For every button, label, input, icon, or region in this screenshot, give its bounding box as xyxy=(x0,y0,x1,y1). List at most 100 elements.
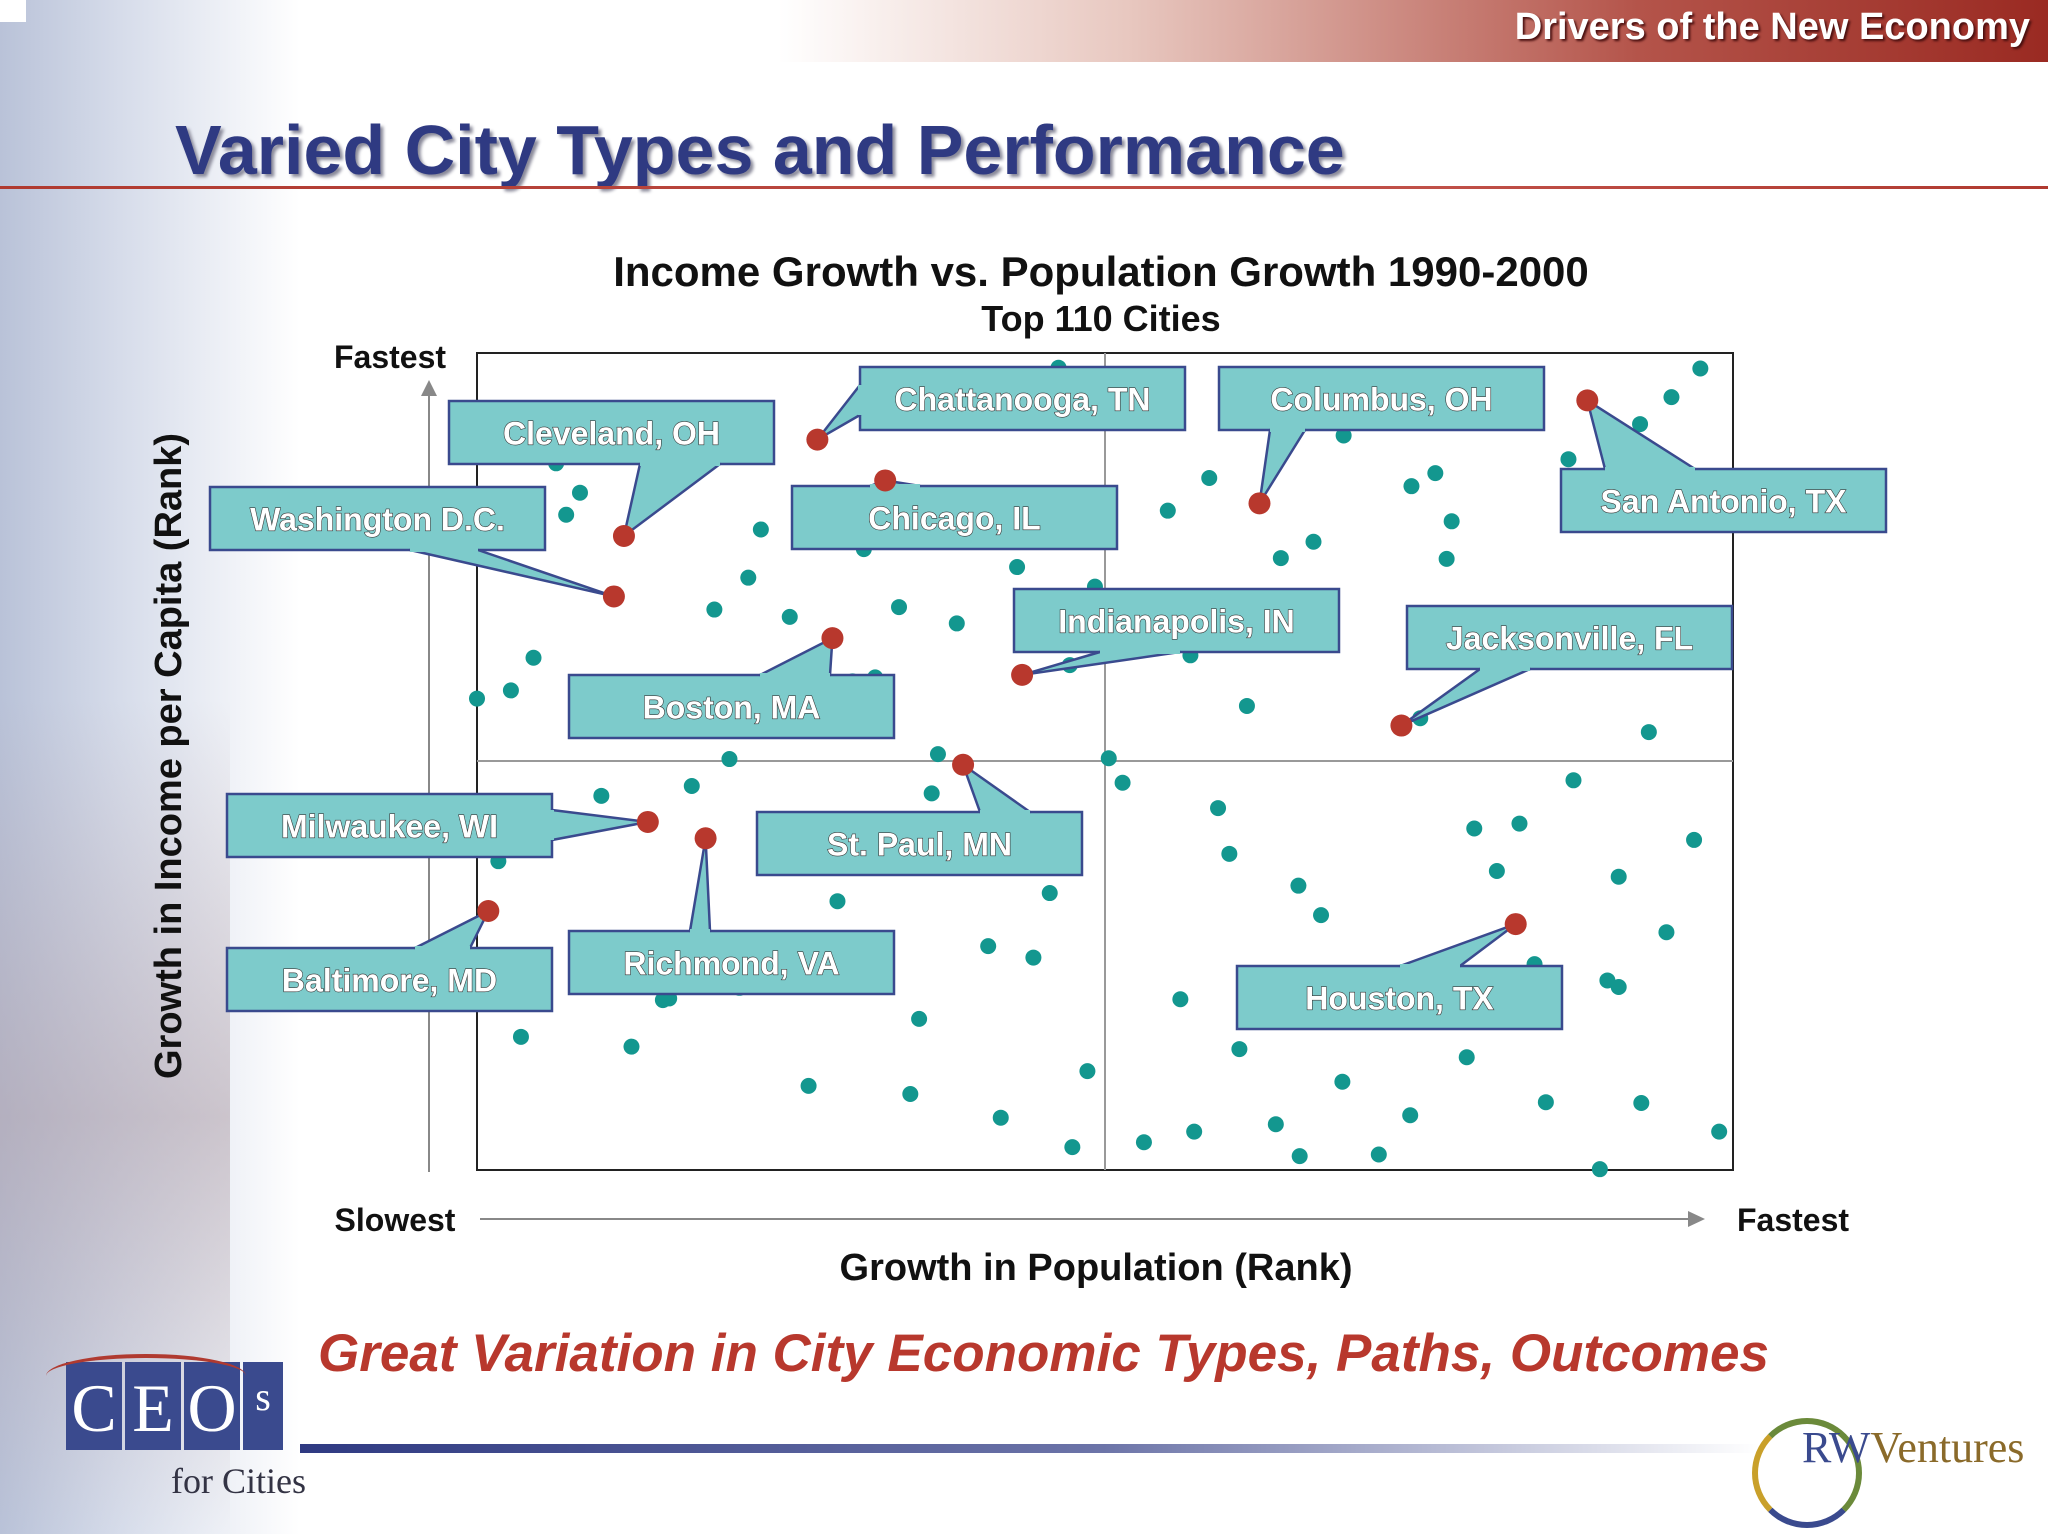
header-title: Drivers of the New Economy xyxy=(1514,6,2030,48)
city-point xyxy=(1201,470,1218,487)
city-point xyxy=(502,682,519,699)
city-point xyxy=(469,690,485,707)
city-callout: Boston, MA xyxy=(567,636,896,740)
city-callout: Chicago, IL xyxy=(790,479,1119,551)
city-point xyxy=(740,569,757,586)
city-point xyxy=(1079,1063,1096,1080)
y-axis-arrowhead xyxy=(421,380,437,396)
city-point xyxy=(1041,885,1058,902)
city-point xyxy=(911,1010,928,1027)
city-point xyxy=(512,1028,529,1045)
x-axis-title: Growth in Population (Rank) xyxy=(840,1247,1353,1289)
highlighted-city-point xyxy=(636,810,659,833)
x-axis-low-label: Slowest xyxy=(335,1202,456,1238)
city-point xyxy=(1272,550,1289,567)
city-point xyxy=(1064,1139,1081,1156)
city-point xyxy=(1114,774,1131,791)
city-point xyxy=(1335,427,1352,444)
city-point xyxy=(1025,949,1042,966)
x-axis-high-label: Fastest xyxy=(1737,1202,1849,1238)
callout-box xyxy=(567,929,896,996)
city-point xyxy=(1009,559,1026,576)
city-point xyxy=(1221,845,1238,862)
callout-label: Chattanooga, TN xyxy=(895,382,1151,418)
logo-wordmark: RWVentures xyxy=(1802,1422,2024,1473)
callout-label: Baltimore, MD xyxy=(282,963,497,999)
city-point xyxy=(1692,360,1709,377)
city-point xyxy=(1458,1049,1475,1066)
logo-suffix: Ventures xyxy=(1870,1423,2025,1472)
highlighted-city-point xyxy=(821,627,844,650)
highlighted-city-point xyxy=(1390,714,1413,737)
city-point xyxy=(1560,451,1577,468)
city-point xyxy=(1565,772,1582,789)
city-point xyxy=(706,601,723,618)
city-point xyxy=(1686,831,1703,848)
footer-bar xyxy=(300,1444,1760,1453)
callout-label: St. Paul, MN xyxy=(827,827,1012,863)
city-point xyxy=(980,938,997,955)
city-point xyxy=(1159,502,1176,519)
logo-arc xyxy=(46,1354,246,1398)
header-band: Drivers of the New Economy xyxy=(0,0,2048,62)
y-axis-high-label: Fastest xyxy=(334,339,446,375)
callout-label: Milwaukee, WI xyxy=(281,809,498,845)
highlighted-city-point xyxy=(612,525,635,548)
highlighted-city-point xyxy=(952,753,975,776)
city-point xyxy=(1238,697,1255,714)
highlighted-city-point xyxy=(1504,913,1527,936)
highlighted-points xyxy=(477,389,1599,936)
city-callout: St. Paul, MN xyxy=(755,763,1084,877)
callout-label: Jacksonville, FL xyxy=(1446,621,1693,657)
city-callout: Columbus, OH xyxy=(1217,365,1546,505)
city-point xyxy=(1488,862,1505,879)
city-point xyxy=(1305,533,1322,550)
city-point xyxy=(1610,978,1627,995)
highlighted-city-point xyxy=(1576,389,1599,412)
highlighted-city-point xyxy=(1011,663,1034,686)
callout-box xyxy=(1012,587,1341,654)
city-point xyxy=(1290,877,1307,894)
callout-box xyxy=(225,792,554,859)
city-point xyxy=(571,484,588,501)
city-point xyxy=(1100,750,1117,767)
city-point xyxy=(1640,724,1657,741)
city-point xyxy=(1334,1073,1351,1090)
city-point xyxy=(1658,924,1675,941)
highlighted-city-point xyxy=(874,469,897,492)
city-callout: San Antonio, TX xyxy=(1559,399,1888,534)
city-point xyxy=(721,751,738,768)
city-point xyxy=(1466,820,1483,837)
city-point xyxy=(1172,991,1189,1008)
callout-box xyxy=(208,485,547,552)
slide-title: Varied City Types and Performance xyxy=(175,111,1345,189)
city-callouts: Washington D.C. Cleveland, OH Chattanooga,… xyxy=(208,365,1888,1031)
chart-subtitle: Top 110 Cities xyxy=(981,298,1220,339)
city-callout: Cleveland, OH xyxy=(447,399,776,538)
city-point xyxy=(1370,1146,1387,1163)
logo-swirl-icon xyxy=(1752,1418,1862,1528)
city-point xyxy=(1267,1116,1284,1133)
callout-box xyxy=(1405,604,1734,671)
city-point xyxy=(1403,478,1420,495)
city-point xyxy=(683,778,700,795)
city-point xyxy=(1511,815,1528,832)
city-callout: Baltimore, MD xyxy=(225,909,554,1013)
ceos-for-cities-logo: C E O s for Cities xyxy=(46,1354,306,1517)
logo-subtitle: for Cities xyxy=(171,1461,306,1501)
callout-box xyxy=(567,673,896,740)
city-point xyxy=(902,1086,919,1103)
city-point xyxy=(1438,550,1455,567)
highlighted-city-point xyxy=(602,585,625,608)
city-point xyxy=(781,608,798,625)
city-callout: Richmond, VA xyxy=(567,837,896,996)
callout-label: Washington D.C. xyxy=(250,502,505,538)
city-point xyxy=(1313,907,1330,924)
city-point xyxy=(654,992,671,1009)
title-rule xyxy=(0,186,2048,189)
city-point xyxy=(1427,465,1444,482)
callout-box xyxy=(790,484,1119,551)
city-point xyxy=(800,1077,817,1094)
city-point xyxy=(752,521,769,538)
city-point xyxy=(1663,389,1680,406)
